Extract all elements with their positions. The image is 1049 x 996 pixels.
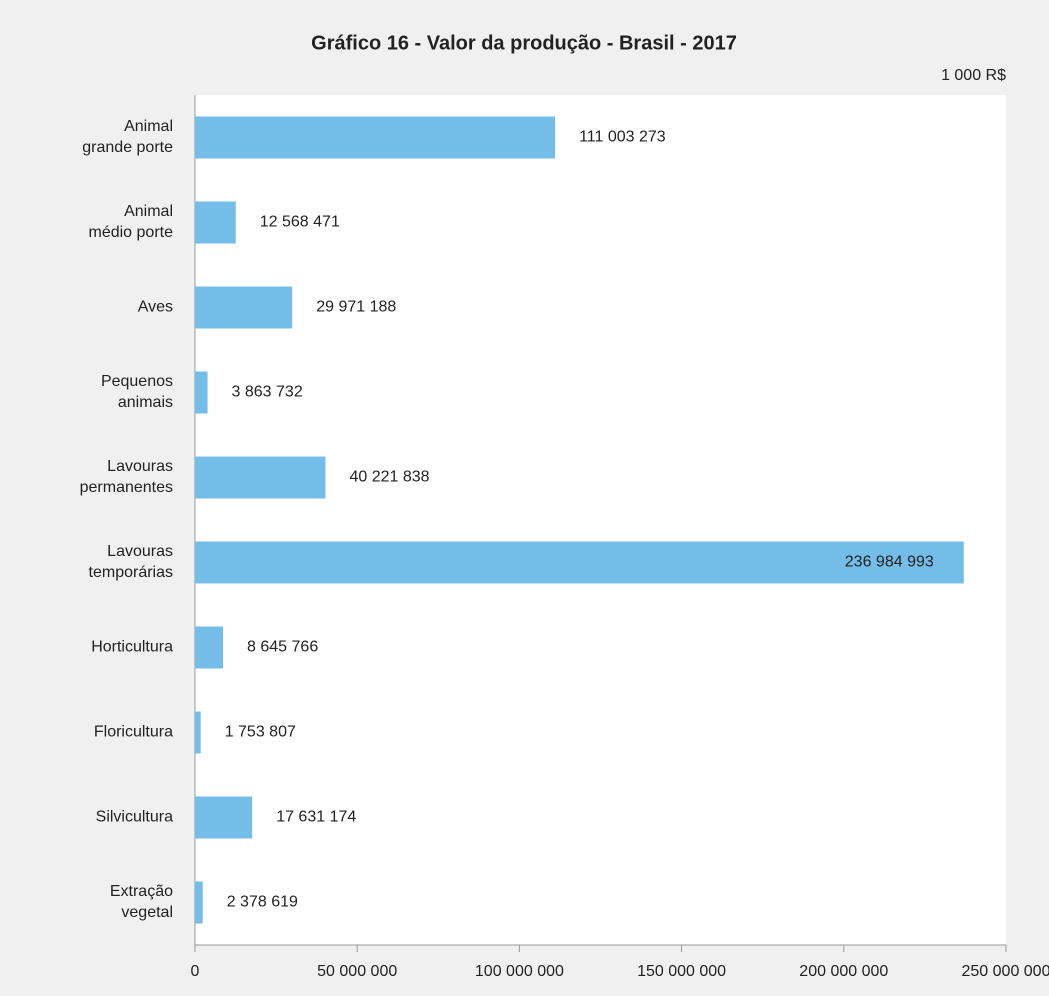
bar: [195, 626, 224, 669]
y-tick-label: Pequenos: [101, 373, 173, 390]
y-tick-label: permanentes: [80, 479, 173, 496]
y-tick-label: Lavouras: [107, 458, 173, 475]
value-label: 17 631 174: [276, 809, 356, 826]
y-tick-label: vegetal: [121, 904, 173, 921]
y-tick-label: médio porte: [89, 224, 174, 241]
x-tick-label: 100 000 000: [475, 963, 564, 980]
bar: [195, 796, 253, 839]
y-tick-label: Silvicultura: [96, 809, 173, 826]
x-tick-label: 250 000 000: [962, 963, 1049, 980]
x-tick-label: 50 000 000: [317, 963, 397, 980]
y-tick-label: Floricultura: [94, 724, 173, 741]
bar: [195, 371, 208, 414]
y-tick-label: animais: [118, 394, 173, 411]
value-label: 40 221 838: [349, 469, 429, 486]
value-label: 8 645 766: [247, 639, 318, 656]
bar: [195, 881, 203, 924]
y-tick-label: Animal: [124, 203, 173, 220]
x-tick-label: 200 000 000: [799, 963, 888, 980]
value-label: 236 984 993: [845, 554, 934, 571]
value-label: 2 378 619: [227, 894, 298, 911]
bar: [195, 201, 236, 244]
value-label: 1 753 807: [225, 724, 296, 741]
bar: [195, 116, 556, 159]
bar: [195, 456, 326, 499]
plot-area: [195, 95, 1006, 945]
y-tick-label: grande porte: [82, 139, 173, 156]
bar: [195, 711, 201, 754]
x-tick-label: 150 000 000: [637, 963, 726, 980]
bar: [195, 541, 964, 584]
y-tick-label: Extração: [110, 883, 173, 900]
unit-label: 1 000 R$: [941, 67, 1006, 84]
y-tick-label: Lavouras: [107, 543, 173, 560]
value-label: 3 863 732: [232, 384, 303, 401]
y-tick-label: temporárias: [89, 564, 173, 581]
x-tick-label: 0: [191, 963, 200, 980]
value-label: 111 003 273: [579, 129, 666, 146]
value-label: 29 971 188: [316, 299, 396, 316]
value-label: 12 568 471: [260, 214, 340, 231]
bar: [195, 286, 293, 329]
y-tick-label: Animal: [124, 118, 173, 135]
chart-title: Gráfico 16 - Valor da produção - Brasil …: [311, 32, 737, 54]
y-tick-label: Aves: [138, 299, 173, 316]
y-tick-label: Horticultura: [91, 639, 173, 656]
